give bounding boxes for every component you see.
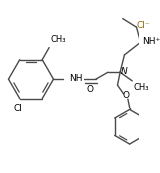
Text: Cl: Cl bbox=[14, 104, 22, 113]
Text: O: O bbox=[86, 85, 93, 94]
Text: O: O bbox=[123, 91, 130, 100]
Text: NH: NH bbox=[69, 74, 83, 83]
Text: Cl⁻: Cl⁻ bbox=[136, 21, 150, 30]
Text: N: N bbox=[121, 67, 128, 76]
Text: NH⁺: NH⁺ bbox=[142, 37, 160, 46]
Text: CH₃: CH₃ bbox=[134, 83, 149, 92]
Text: CH₃: CH₃ bbox=[50, 35, 65, 44]
